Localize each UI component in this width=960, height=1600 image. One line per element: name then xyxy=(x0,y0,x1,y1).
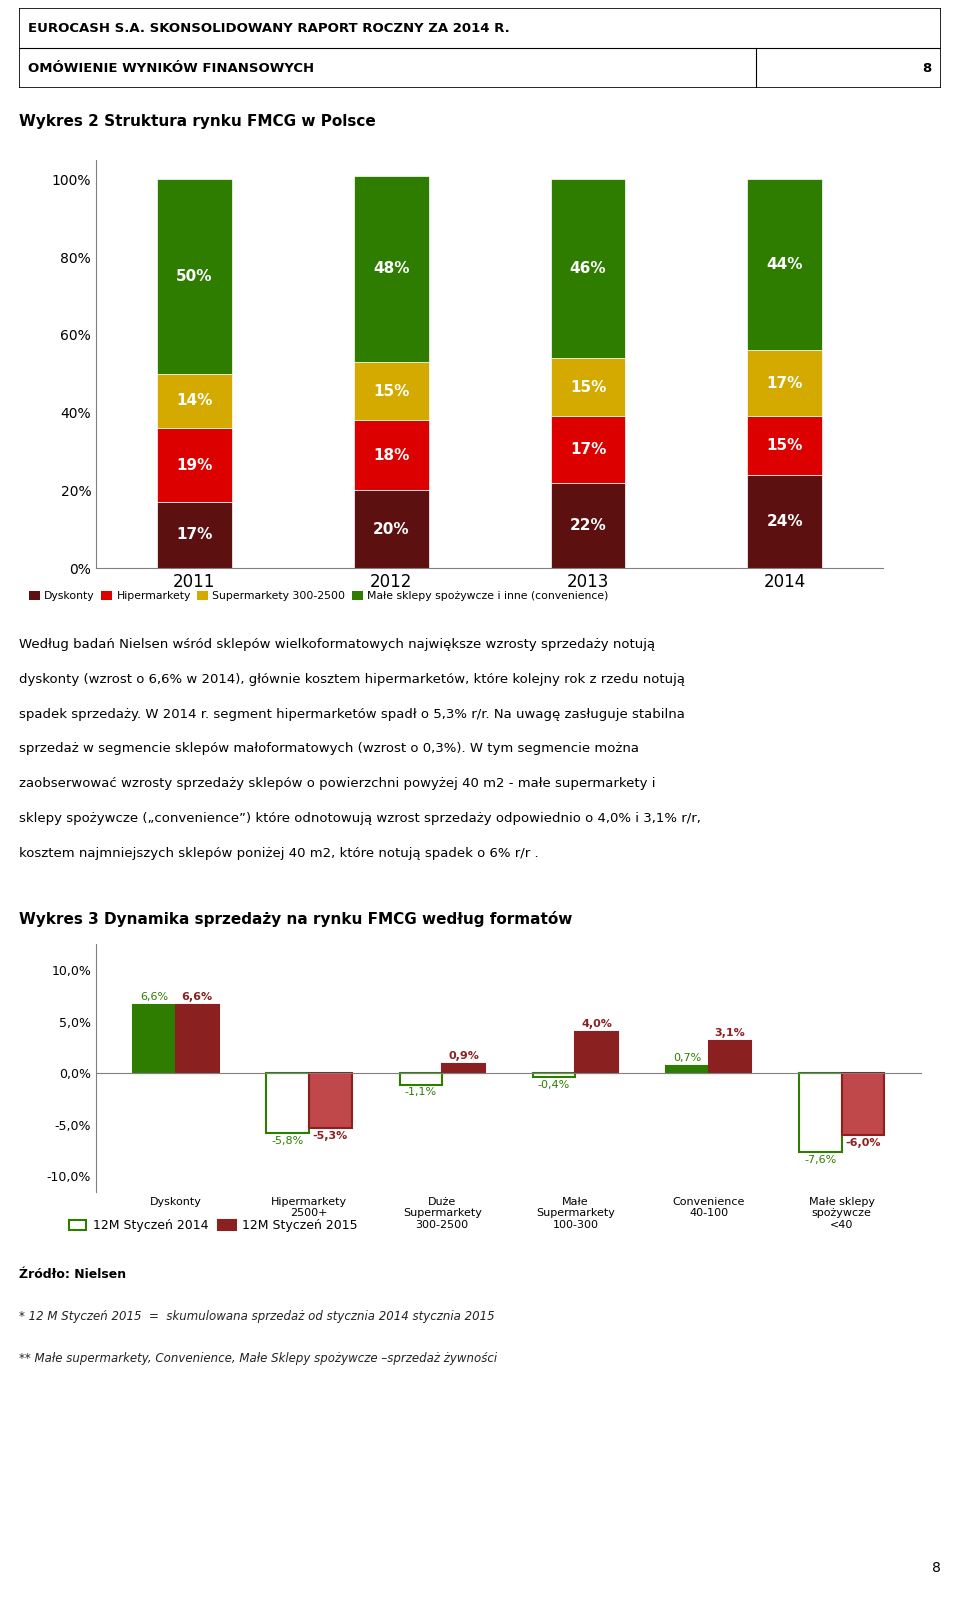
Text: spadek sprzedaży. W 2014 r. segment hipermarketów spadł o 5,3% r/r. Na uwagę zas: spadek sprzedaży. W 2014 r. segment hipe… xyxy=(19,707,685,720)
Text: 8: 8 xyxy=(923,61,931,75)
Legend: Dyskonty, Hipermarkety, Supermarkety 300-2500, Małe sklepy spożywcze i inne (con: Dyskonty, Hipermarkety, Supermarkety 300… xyxy=(25,587,612,605)
Text: 0,9%: 0,9% xyxy=(448,1051,479,1061)
Text: 17%: 17% xyxy=(177,528,212,542)
Bar xyxy=(157,429,231,502)
Bar xyxy=(443,1064,485,1074)
Text: -5,8%: -5,8% xyxy=(272,1136,304,1146)
Text: 6,6%: 6,6% xyxy=(181,992,213,1002)
Text: sklepy spożywcze („convenience”) które odnotowują wzrost sprzedaży odpowiednio o: sklepy spożywcze („convenience”) które o… xyxy=(19,811,701,826)
Bar xyxy=(533,1074,575,1077)
Text: ** Małe supermarkety, Convenience, Małe Sklepy spożywcze –sprzedaż żywności: ** Małe supermarkety, Convenience, Małe … xyxy=(19,1352,497,1365)
Text: 3,1%: 3,1% xyxy=(714,1029,745,1038)
Bar xyxy=(354,490,428,568)
Bar xyxy=(748,179,822,350)
Text: OMÓWIENIE WYNIKÓW FINANSOWYCH: OMÓWIENIE WYNIKÓW FINANSOWYCH xyxy=(29,61,315,75)
Text: Wykres 3 Dynamika sprzedaży na rynku FMCG według formatów: Wykres 3 Dynamika sprzedaży na rynku FMC… xyxy=(19,912,572,928)
Bar xyxy=(551,483,625,568)
Text: zaobserwować wzrosty sprzedaży sklepów o powierzchni powyżej 40 m2 - małe superm: zaobserwować wzrosty sprzedaży sklepów o… xyxy=(19,778,656,790)
Bar xyxy=(354,176,428,362)
Bar xyxy=(551,416,625,483)
Bar xyxy=(551,179,625,358)
Bar xyxy=(157,179,231,374)
Text: -5,3%: -5,3% xyxy=(313,1131,348,1141)
Text: * 12 M Styczeń 2015  =  skumulowana sprzedaż od stycznia 2014 stycznia 2015: * 12 M Styczeń 2015 = skumulowana sprzed… xyxy=(19,1310,494,1323)
Text: 6,6%: 6,6% xyxy=(140,992,169,1002)
Text: 20%: 20% xyxy=(372,522,410,536)
Text: EUROCASH S.A. SKONSOLIDOWANY RAPORT ROCZNY ZA 2014 R.: EUROCASH S.A. SKONSOLIDOWANY RAPORT ROCZ… xyxy=(29,21,510,35)
Bar xyxy=(399,1074,443,1085)
Bar xyxy=(748,350,822,416)
Text: 4,0%: 4,0% xyxy=(581,1019,612,1029)
Bar xyxy=(551,358,625,416)
Text: 48%: 48% xyxy=(372,261,410,277)
Text: -0,4%: -0,4% xyxy=(538,1080,570,1090)
Bar xyxy=(157,374,231,429)
Text: Wykres 2 Struktura rynku FMCG w Polsce: Wykres 2 Struktura rynku FMCG w Polsce xyxy=(19,114,376,130)
Bar xyxy=(575,1032,618,1074)
Bar xyxy=(354,421,428,490)
Bar xyxy=(157,502,231,568)
Text: Źródło: Nielsen: Źródło: Nielsen xyxy=(19,1267,127,1282)
Text: 22%: 22% xyxy=(569,518,607,533)
Text: 46%: 46% xyxy=(569,261,607,277)
Text: 15%: 15% xyxy=(373,384,409,398)
Text: dyskonty (wzrost o 6,6% w 2014), głównie kosztem hipermarketów, które kolejny ro: dyskonty (wzrost o 6,6% w 2014), głównie… xyxy=(19,674,685,686)
Text: kosztem najmniejszych sklepów poniżej 40 m2, które notują spadek o 6% r/r .: kosztem najmniejszych sklepów poniżej 40… xyxy=(19,846,539,859)
Text: 0,7%: 0,7% xyxy=(673,1053,702,1062)
Legend: 12M Styczeń 2014, 12M Styczeń 2015: 12M Styczeń 2014, 12M Styczeń 2015 xyxy=(64,1214,363,1237)
Bar xyxy=(309,1074,351,1128)
Text: -6,0%: -6,0% xyxy=(845,1138,880,1149)
Bar xyxy=(666,1066,708,1074)
Bar xyxy=(133,1005,176,1074)
Text: sprzedaż w segmencie sklepów małoformatowych (wzrost o 0,3%). W tym segmencie mo: sprzedaż w segmencie sklepów małoformato… xyxy=(19,742,639,755)
Bar xyxy=(799,1074,842,1152)
Text: 18%: 18% xyxy=(373,448,409,462)
Bar xyxy=(748,475,822,568)
Bar xyxy=(748,416,822,475)
Bar xyxy=(354,362,428,421)
Text: 8: 8 xyxy=(932,1562,941,1574)
Text: 17%: 17% xyxy=(767,376,803,390)
Text: 44%: 44% xyxy=(766,258,804,272)
Text: 24%: 24% xyxy=(766,514,804,530)
Text: 19%: 19% xyxy=(177,458,212,472)
Text: Według badań Nielsen wśród sklepów wielkoformatowych największe wzrosty sprzedaż: Według badań Nielsen wśród sklepów wielk… xyxy=(19,638,656,651)
Bar xyxy=(267,1074,309,1133)
Text: -1,1%: -1,1% xyxy=(405,1088,437,1098)
Text: 14%: 14% xyxy=(177,394,212,408)
Text: 15%: 15% xyxy=(570,379,606,395)
Text: -7,6%: -7,6% xyxy=(804,1155,836,1165)
Text: 50%: 50% xyxy=(176,269,213,285)
Bar xyxy=(176,1005,219,1074)
Text: 17%: 17% xyxy=(570,442,606,458)
Text: 15%: 15% xyxy=(767,438,803,453)
Bar xyxy=(708,1042,751,1074)
Bar xyxy=(842,1074,884,1134)
